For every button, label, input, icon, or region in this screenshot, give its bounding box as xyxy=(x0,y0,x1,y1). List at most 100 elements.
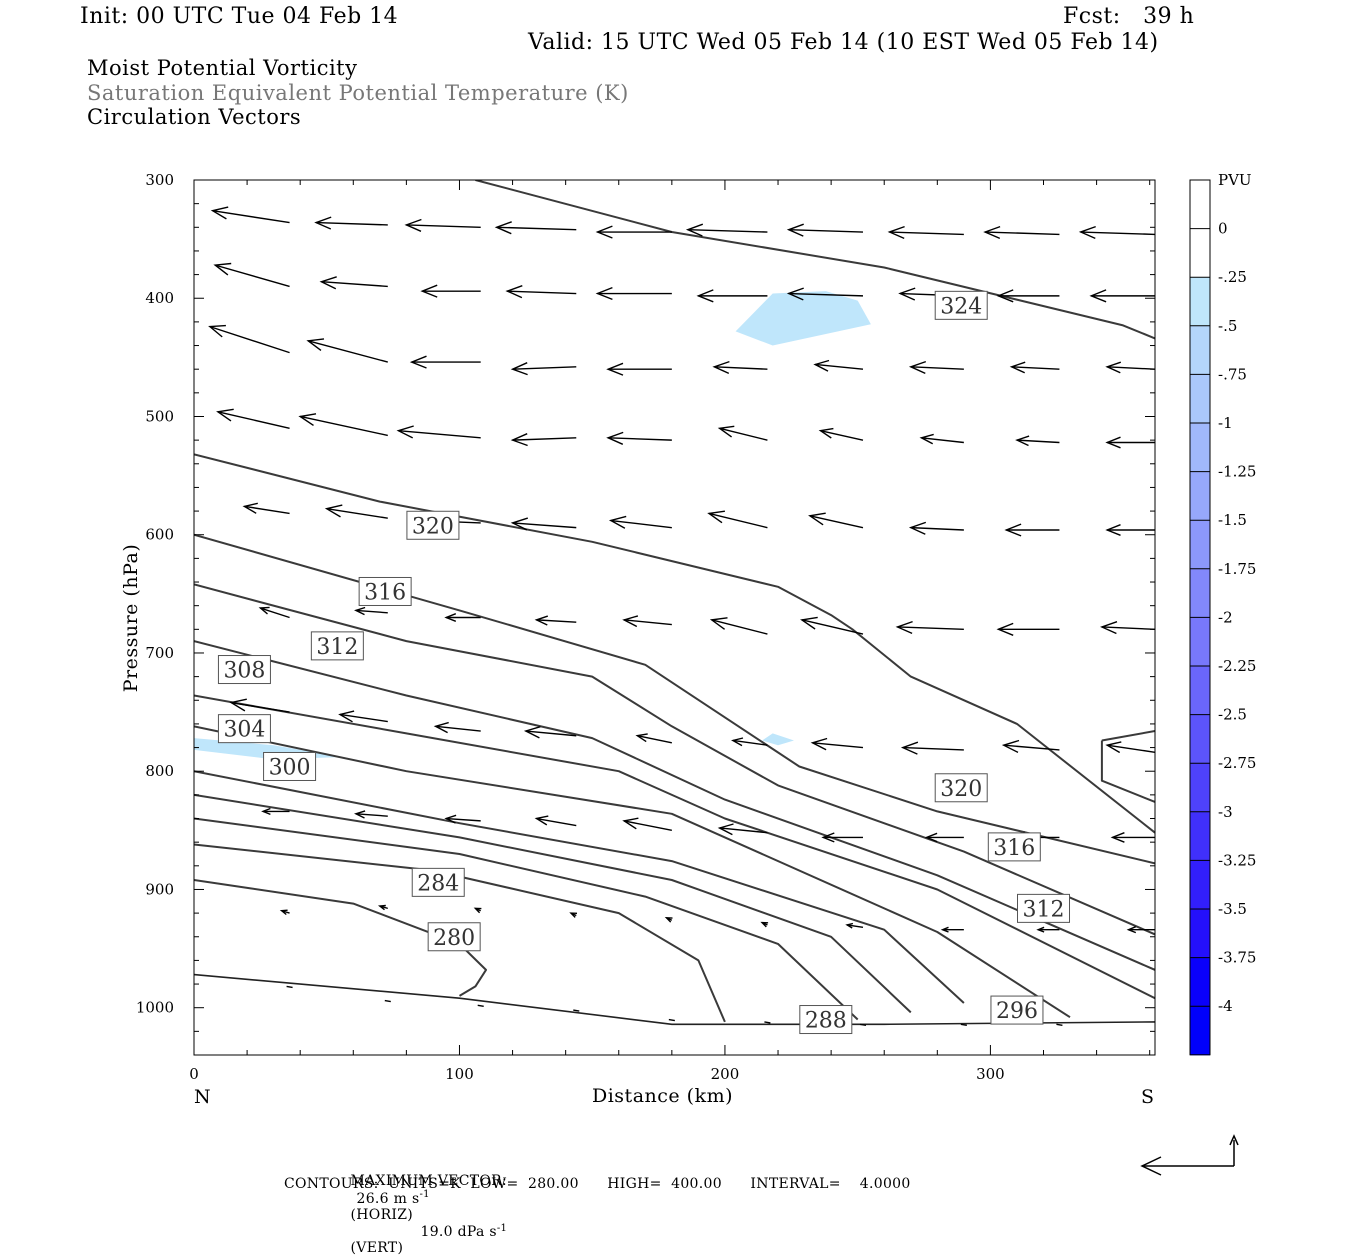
vector-head-0 xyxy=(210,206,229,220)
vector-arrow-61 xyxy=(338,710,388,723)
vector-arrow-27 xyxy=(908,360,964,375)
colorbar-label: -1.5 xyxy=(1218,511,1247,529)
vector-head-8 xyxy=(983,225,1001,240)
vector-shaft-53 xyxy=(536,619,577,623)
y-tick-label: 500 xyxy=(145,407,174,425)
contour-312-3 xyxy=(194,583,1155,936)
vector-arrow-31 xyxy=(298,413,388,437)
vector-shaft-36 xyxy=(820,429,864,441)
vector-arrow-20 xyxy=(208,324,290,354)
vector-arrow-64 xyxy=(635,733,672,744)
vector-arrow-44 xyxy=(608,515,672,529)
vector-arrow-91 xyxy=(384,999,391,1003)
vector-head-30 xyxy=(216,408,234,422)
vector-arrow-92 xyxy=(477,1004,484,1008)
vector-head-76 xyxy=(821,832,835,843)
vector-arrow-10 xyxy=(213,262,290,288)
vector-shaft-35 xyxy=(719,427,768,441)
vector-arrow-74 xyxy=(622,817,672,832)
colorbar-swatch-10 xyxy=(1190,666,1210,716)
contour-label-box xyxy=(217,655,271,685)
vector-head-56 xyxy=(800,616,818,630)
y-tick-label: 1000 xyxy=(136,999,174,1017)
vector-shaft-3 xyxy=(496,226,577,231)
vector-shaft-20 xyxy=(209,325,290,354)
contour-292-8 xyxy=(194,793,912,1014)
vector-head-18 xyxy=(996,289,1014,303)
vector-shaft-51 xyxy=(355,609,388,614)
vector-arrow-63 xyxy=(523,726,577,739)
vector-arrow-45 xyxy=(707,510,768,529)
contour-label-text: 320 xyxy=(940,777,982,802)
vector-arrow-57 xyxy=(895,620,964,635)
vector-shaft-31 xyxy=(300,415,388,437)
vector-head-13 xyxy=(505,285,523,299)
vector-shaft-66 xyxy=(812,742,864,749)
contour-label-312-3: 312 xyxy=(310,631,364,661)
vector-arrow-77 xyxy=(924,832,964,843)
colorbar-unit: PVU xyxy=(1218,171,1252,189)
colorbar-swatch-12 xyxy=(1190,763,1210,813)
contour-label-text: 300 xyxy=(269,755,311,780)
colorbar-swatch-8 xyxy=(1190,568,1210,618)
contour-label-320-9: 320 xyxy=(934,773,988,803)
contour-label-text: 284 xyxy=(417,871,459,896)
contour-label-box xyxy=(1017,893,1071,923)
vector-head-58 xyxy=(996,622,1014,636)
vector-shaft-64 xyxy=(637,735,672,744)
vector-shaft-10 xyxy=(215,264,290,288)
vector-shaft-94 xyxy=(668,1018,675,1022)
vector-head-60 xyxy=(229,698,247,712)
vector-shaft-1 xyxy=(316,221,388,226)
vector-shaft-98 xyxy=(1056,1023,1063,1026)
contour-label-text: 320 xyxy=(412,514,454,539)
vector-head-45 xyxy=(707,510,725,524)
vector-head-34 xyxy=(606,431,624,445)
vector-shaft-34 xyxy=(608,437,672,441)
vector-shaft-46 xyxy=(809,515,864,529)
vector-shaft-54 xyxy=(623,619,672,626)
y-tick-label: 900 xyxy=(145,880,174,898)
vector-arrow-86 xyxy=(845,922,864,929)
vector-head-20 xyxy=(208,324,226,338)
vector-arrow-89 xyxy=(1126,926,1155,934)
vector-shaft-72 xyxy=(446,817,481,822)
vector-arrow-75 xyxy=(717,823,768,836)
vector-head-6 xyxy=(786,223,804,237)
vector-shaft-28 xyxy=(1011,366,1060,370)
vector-shaft-25 xyxy=(714,366,768,370)
x-tick-label: 200 xyxy=(711,1065,740,1083)
colorbar-label: -3.75 xyxy=(1218,949,1256,967)
colorbar-swatch-14 xyxy=(1190,860,1210,910)
vector-head-29 xyxy=(1105,361,1122,374)
vector-head-22 xyxy=(409,355,427,369)
vector-head-87 xyxy=(940,926,949,933)
vector-arrow-60 xyxy=(229,698,290,713)
vector-shaft-9 xyxy=(1080,231,1155,236)
vector-shaft-59 xyxy=(1101,626,1155,631)
vector-arrow-33 xyxy=(510,433,577,447)
colorbar-label: 0 xyxy=(1218,220,1228,238)
vector-head-85 xyxy=(760,921,769,928)
vector-head-68 xyxy=(1001,739,1020,754)
vector-head-16 xyxy=(786,287,804,301)
contour-label-text: 280 xyxy=(433,926,475,951)
vector-head-28 xyxy=(1009,361,1026,374)
vector-arrow-71 xyxy=(354,810,388,819)
vector-shaft-21 xyxy=(307,340,388,363)
vector-head-2 xyxy=(404,218,422,232)
vector-arrow-30 xyxy=(216,408,290,429)
vector-head-40 xyxy=(242,502,258,514)
vector-head-53 xyxy=(534,615,549,626)
vert-exponent: -1 xyxy=(496,1222,508,1234)
vector-arrow-70 xyxy=(261,807,290,816)
vector-arrow-94 xyxy=(668,1018,675,1022)
vector-head-55 xyxy=(709,617,728,630)
vert-value: 19.0 dPa s xyxy=(420,1224,497,1241)
vector-shaft-71 xyxy=(355,813,388,817)
vector-head-5 xyxy=(685,223,704,237)
vector-head-41 xyxy=(324,504,343,518)
vector-arrow-23 xyxy=(510,362,577,376)
vector-head-51 xyxy=(354,606,366,616)
vector-head-73 xyxy=(534,815,549,826)
